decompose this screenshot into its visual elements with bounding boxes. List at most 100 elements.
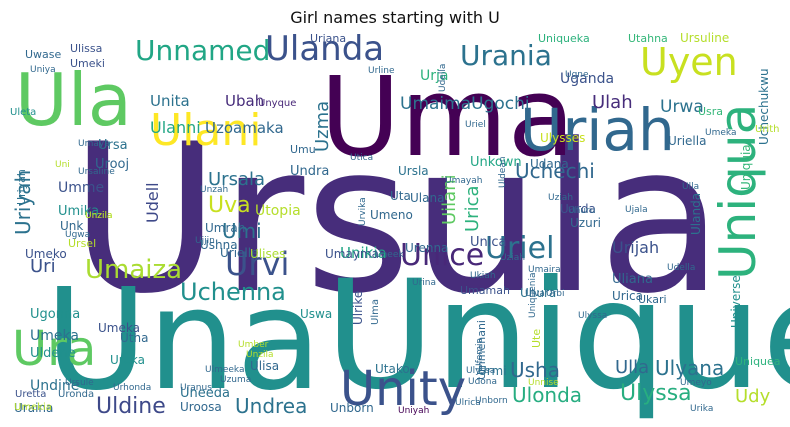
word-105: Umrah: [205, 221, 245, 235]
word-104: Utopia: [255, 203, 301, 219]
word-29: Uzma: [312, 101, 333, 152]
word-111: Umeka: [98, 321, 140, 335]
word-118: Uriyah: [15, 169, 28, 205]
word-50: Unita: [150, 92, 190, 110]
word-156: Ulmeeka: [205, 365, 245, 375]
word-90: Urenna: [405, 241, 448, 255]
word-91: Uliana: [612, 272, 653, 287]
word-36: Udell: [143, 182, 162, 223]
word-15: Uriel: [485, 231, 554, 266]
word-107: Urielle: [220, 246, 258, 260]
word-165: Urbi: [546, 289, 565, 299]
word-163: Ulrica: [455, 398, 481, 408]
word-93: Ukari: [638, 293, 667, 306]
word-112: Ureka: [110, 353, 145, 367]
word-54: Uniqueka: [538, 32, 590, 45]
word-49: Uri: [30, 256, 56, 277]
word-7: Uniqua: [709, 104, 767, 280]
word-22: Undrea: [235, 394, 307, 418]
word-11: Ulanda: [265, 29, 384, 69]
word-83: Uniquea: [735, 355, 781, 368]
word-143: Ujjin: [195, 236, 215, 246]
word-5: Ula: [15, 58, 132, 142]
word-133: Uziah: [500, 253, 525, 263]
word-134: Unzila: [85, 211, 113, 221]
word-95: Umamah: [460, 284, 510, 297]
word-33: Ursala: [208, 169, 265, 190]
word-147: Udella: [667, 263, 695, 273]
word-19: Uchenna: [180, 278, 286, 306]
word-122: Udella: [438, 64, 448, 92]
word-108: Ulises: [250, 247, 285, 261]
word-21: Uldine: [96, 394, 166, 419]
word-6: Uriah: [520, 96, 675, 164]
word-74: Urhonda: [113, 383, 151, 393]
word-27: Udy: [735, 386, 771, 407]
word-63: Unk: [60, 219, 83, 233]
word-70: Uretta: [15, 389, 46, 400]
word-59: Ursa: [98, 138, 128, 153]
word-94: Uhura: [520, 286, 556, 300]
word-141: Ugwa: [65, 230, 90, 240]
word-82: Urmi: [478, 364, 507, 378]
word-16: Unice: [400, 238, 484, 273]
word-128: Uni: [55, 160, 70, 170]
word-137: Utica: [350, 153, 373, 163]
word-148: Urina: [412, 278, 436, 288]
word-110: Usra: [698, 105, 723, 118]
word-20: Ulyssa: [620, 381, 692, 406]
word-136: Unzah: [200, 185, 228, 195]
word-92: Urica: [612, 289, 643, 303]
word-87: Unica: [470, 235, 506, 250]
word-42: Urwa: [660, 97, 704, 117]
word-113: Utha: [120, 331, 148, 345]
word-8: Unity: [340, 361, 466, 417]
word-109: Umayma: [325, 247, 379, 261]
chart-title: Girl names starting with U: [290, 8, 500, 27]
word-17: Urvi: [225, 245, 289, 283]
word-151: Ulyssa: [578, 311, 607, 321]
word-10: Ulani: [150, 105, 262, 156]
word-103: Umeno: [370, 208, 413, 222]
word-53: Ursuline: [680, 31, 729, 45]
word-62: Umika: [58, 204, 99, 219]
word-157: Ufemia: [475, 338, 485, 370]
word-130: Ursaline: [78, 167, 115, 177]
word-46: Uchechukwu: [757, 68, 771, 145]
word-51: Uriana: [310, 32, 346, 45]
word-99: Undra: [290, 164, 329, 179]
word-61: Umme: [58, 180, 104, 196]
word-64: Umeko: [25, 247, 67, 261]
word-67: Uldene: [30, 346, 76, 361]
word-124: Ugne: [565, 70, 589, 80]
word-69: Uraina: [14, 401, 53, 415]
word-79: Uniyah: [398, 406, 429, 416]
word-78: Unborn: [330, 401, 374, 415]
word-32: Uilani: [439, 174, 460, 225]
word-47: Unikia: [340, 244, 387, 262]
word-24: Usha: [510, 358, 560, 382]
word-106: Ushna: [200, 238, 238, 252]
word-86: Udana: [530, 157, 569, 171]
word-161: Urika: [690, 404, 713, 414]
word-152: Umber: [238, 340, 269, 350]
word-145: Uneek: [375, 250, 404, 260]
word-76: Uroosa: [180, 400, 222, 414]
word-40: Ubah: [225, 92, 264, 110]
word-150: Uniquenia: [528, 273, 538, 318]
word-44: Uganda: [560, 71, 614, 87]
word-123: Urline: [368, 66, 395, 76]
word-116: Ulma: [370, 299, 381, 325]
word-58: Unyque: [258, 98, 296, 109]
word-126: Uriel: [465, 120, 486, 130]
word-14: Urania: [460, 39, 552, 72]
word-164: Uiva: [525, 289, 545, 299]
word-125: Umeka: [705, 128, 736, 138]
word-88: Uzuri: [570, 216, 601, 230]
word-140: Ulla: [682, 182, 699, 192]
word-98: Uriella: [668, 134, 706, 148]
word-2: Unique: [325, 249, 790, 423]
word-31: Urica: [462, 185, 483, 232]
word-115: Ulrike: [351, 291, 365, 325]
